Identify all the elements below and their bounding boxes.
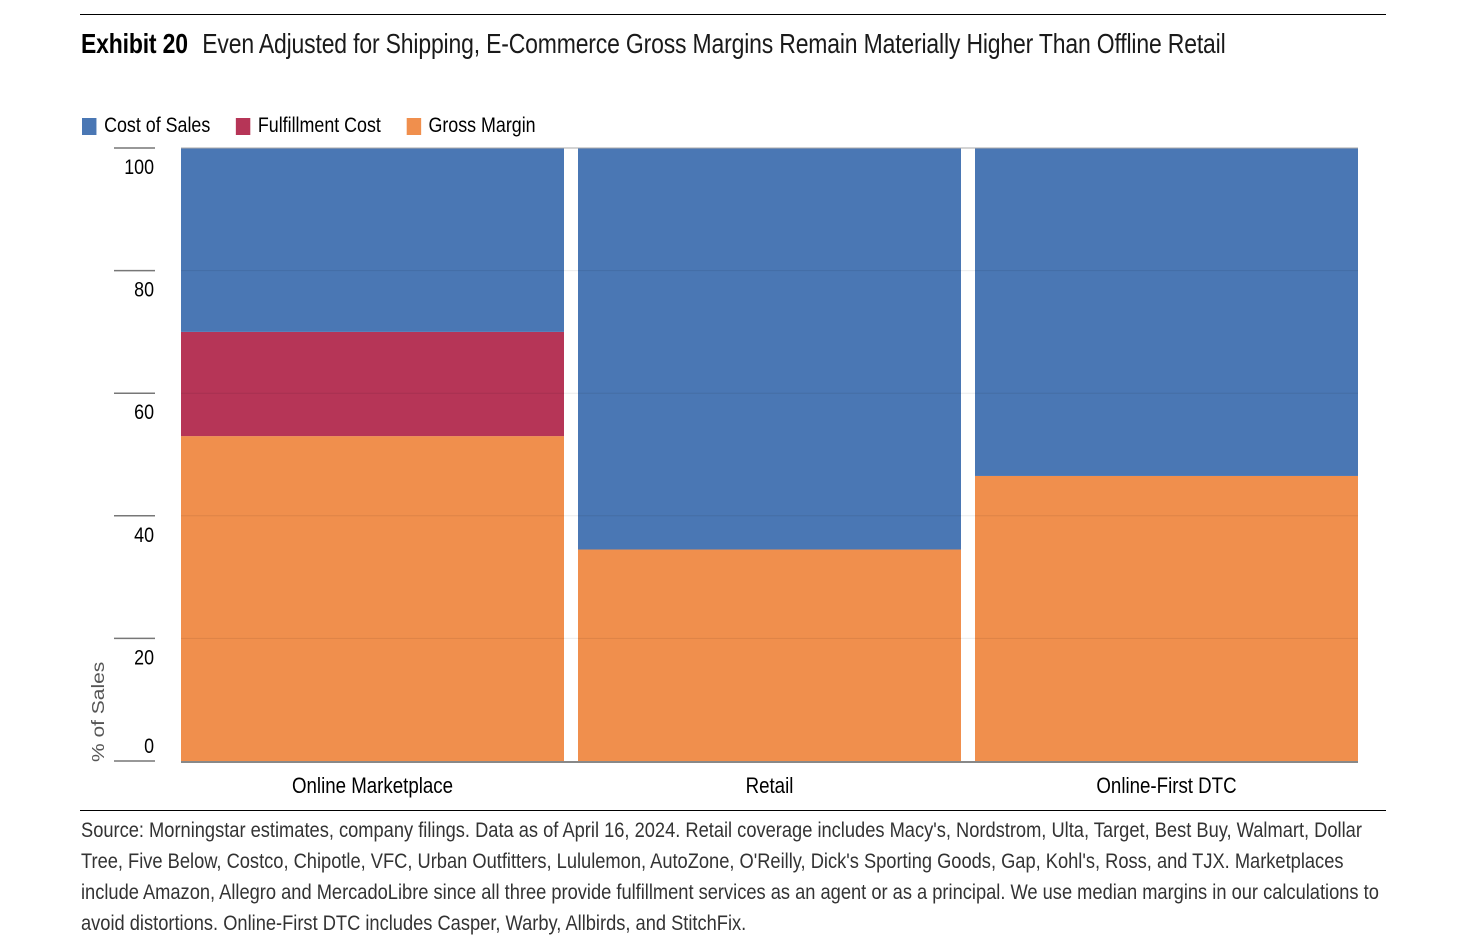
bar-cost-of-sales bbox=[181, 148, 564, 332]
legend-label: Gross Margin bbox=[428, 114, 536, 137]
legend-item-fulfillment-cost: Fulfillment Cost bbox=[235, 114, 381, 138]
legend: Cost of Sales Fulfillment Cost Gross Mar… bbox=[82, 114, 561, 138]
bar-gross-margin bbox=[578, 549, 961, 761]
title-text: Even Adjusted for Shipping, E-Commerce G… bbox=[202, 28, 1226, 59]
y-tick-label: 80 bbox=[134, 278, 154, 302]
bar-cost-of-sales bbox=[975, 148, 1358, 476]
legend-swatch bbox=[406, 117, 421, 135]
top-rule bbox=[80, 14, 1386, 15]
y-tick-label: 100 bbox=[124, 156, 154, 180]
bar-cost-of-sales bbox=[578, 148, 961, 550]
legend-swatch bbox=[235, 117, 251, 135]
bottom-rule bbox=[80, 810, 1386, 811]
y-axis-label: % of Sales bbox=[88, 661, 108, 762]
bar-fulfillment-cost bbox=[181, 331, 564, 437]
bar-gross-margin bbox=[181, 436, 564, 761]
legend-item-cost-of-sales: Cost of Sales bbox=[82, 114, 210, 138]
y-tick-label: 0 bbox=[144, 735, 154, 759]
y-tick-label: 40 bbox=[134, 523, 154, 547]
legend-item-gross-margin: Gross Margin bbox=[406, 114, 536, 138]
x-tick-label: Retail bbox=[746, 775, 794, 799]
legend-label: Cost of Sales bbox=[104, 114, 211, 137]
y-tick-label: 20 bbox=[134, 646, 154, 670]
x-tick-label: Online Marketplace bbox=[292, 775, 453, 799]
exhibit-label: Exhibit 20 bbox=[81, 28, 188, 59]
source-note: Source: Morningstar estimates, company f… bbox=[81, 818, 1379, 935]
chart-title: Exhibit 20 Even Adjusted for Shipping, E… bbox=[81, 28, 1226, 60]
bar-gross-margin bbox=[975, 475, 1358, 761]
y-tick-label: 60 bbox=[134, 401, 154, 425]
legend-label: Fulfillment Cost bbox=[257, 114, 381, 137]
legend-swatch bbox=[82, 117, 97, 135]
x-tick-label: Online-First DTC bbox=[1096, 775, 1236, 799]
